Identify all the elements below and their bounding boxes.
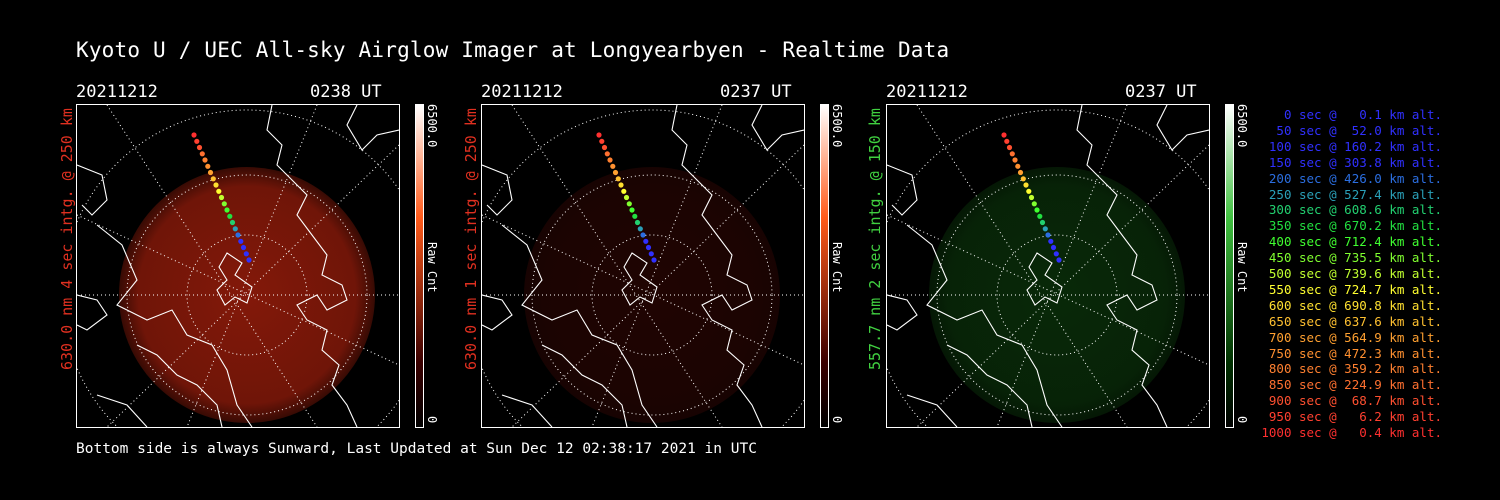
panel-1-colorbar-min: 0 xyxy=(425,416,439,424)
panel-1-colorbar xyxy=(415,104,424,428)
legend-entry: 750 sec @ 472.3 km alt. xyxy=(1268,345,1442,361)
legend-entry: 950 sec @ 6.2 km alt. xyxy=(1268,409,1442,425)
panel-2-colorbar xyxy=(820,104,829,428)
panel-3-allsky-image xyxy=(886,104,1210,428)
panel-1-allsky-image xyxy=(76,104,400,428)
panel-1-colorbar-unit: Raw Cnt xyxy=(425,242,439,293)
page-title: Kyoto U / UEC All-sky Airglow Imager at … xyxy=(76,38,950,62)
panel-2-side-label: 630.0 nm 1 sec intg. @ 250 km xyxy=(462,108,480,370)
panel-1-date: 20211212 xyxy=(76,82,158,102)
legend-entry: 350 sec @ 670.2 km alt. xyxy=(1268,218,1442,234)
panel-1-side-label: 630.0 nm 4 sec intg. @ 250 km xyxy=(58,108,76,370)
legend-entry: 250 sec @ 527.4 km alt. xyxy=(1268,186,1442,202)
legend-entry: 700 sec @ 564.9 km alt. xyxy=(1268,329,1442,345)
panel-2-time: 0237 UT xyxy=(720,82,792,102)
panel-3-date: 20211212 xyxy=(886,82,968,102)
footer-note: Bottom side is always Sunward, Last Upda… xyxy=(76,441,757,457)
legend-entry: 300 sec @ 608.6 km alt. xyxy=(1268,202,1442,218)
legend-entry: 400 sec @ 712.4 km alt. xyxy=(1268,234,1442,250)
panel-3-colorbar-max: 6500.0 xyxy=(1235,104,1249,148)
legend-entry: 50 sec @ 52.0 km alt. xyxy=(1276,122,1442,138)
legend-entry: 1000 sec @ 0.4 km alt. xyxy=(1261,425,1442,440)
panel-1-colorbar-max: 6500.0 xyxy=(425,104,439,148)
panel-2-colorbar-min: 0 xyxy=(830,416,844,424)
panel-2-allsky-image xyxy=(481,104,805,428)
legend-entry: 650 sec @ 637.6 km alt. xyxy=(1268,313,1442,329)
panel-3-side-label: 557.7 nm 2 sec intg. @ 150 km xyxy=(866,108,884,370)
legend-entry: 800 sec @ 359.2 km alt. xyxy=(1268,361,1442,377)
panel-3-colorbar-unit: Raw Cnt xyxy=(1235,242,1249,293)
legend-entry: 150 sec @ 303.8 km alt. xyxy=(1268,154,1442,170)
panel-2-colorbar-unit: Raw Cnt xyxy=(830,242,844,293)
panel-3-time: 0237 UT xyxy=(1125,82,1197,102)
panel-2-date: 20211212 xyxy=(481,82,563,102)
legend-entry: 100 sec @ 160.2 km alt. xyxy=(1268,138,1442,154)
legend-entry: 0 sec @ 0.1 km alt. xyxy=(1283,107,1442,122)
legend-entry: 850 sec @ 224.9 km alt. xyxy=(1268,377,1442,393)
legend-entry: 450 sec @ 735.5 km alt. xyxy=(1268,250,1442,266)
legend-entry: 500 sec @ 739.6 km alt. xyxy=(1268,266,1442,281)
panel-1-time: 0238 UT xyxy=(310,82,382,102)
legend-entry: 200 sec @ 426.0 km alt. xyxy=(1268,170,1442,186)
panel-2-colorbar-max: 6500.0 xyxy=(830,104,844,148)
panel-3-colorbar-min: 0 xyxy=(1235,416,1249,424)
legend-entry: 900 sec @ 68.7 km alt. xyxy=(1268,393,1442,409)
panel-3-colorbar xyxy=(1225,104,1234,428)
legend-entry: 550 sec @ 724.7 km alt. xyxy=(1268,281,1442,297)
legend-entry: 600 sec @ 690.8 km alt. xyxy=(1268,297,1442,313)
